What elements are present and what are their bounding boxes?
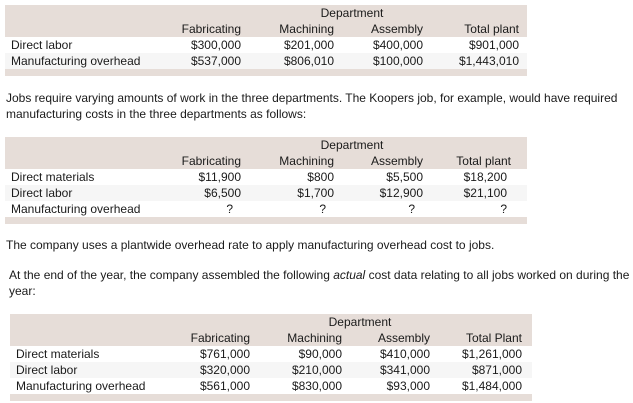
actual-costs-table: Department Fabricating Machining Assembl… <box>10 314 532 401</box>
cell: $561,000 <box>168 378 250 394</box>
cell: $100,000 <box>334 53 423 69</box>
cell: $300,000 <box>157 37 241 53</box>
cell: $901,000 <box>423 37 527 53</box>
cell: ? <box>157 201 241 217</box>
department-group-header: Department <box>157 137 527 153</box>
cell: $410,000 <box>342 346 430 362</box>
cell: $21,100 <box>423 185 527 201</box>
table-row: Direct labor $300,000 $201,000 $400,000 … <box>5 37 527 53</box>
cell: $341,000 <box>342 362 430 378</box>
cell: $830,000 <box>250 378 342 394</box>
cell: $1,443,010 <box>423 53 527 69</box>
row-label: Manufacturing overhead <box>5 201 157 217</box>
cell: $201,000 <box>241 37 334 53</box>
row-label: Direct labor <box>5 37 157 53</box>
cell: $11,900 <box>157 169 241 185</box>
cell: $1,261,000 <box>430 346 532 362</box>
koopers-job-costs-table: Department Fabricating Machining Assembl… <box>5 137 527 224</box>
column-header-assembly: Assembly <box>334 153 423 169</box>
cell: $761,000 <box>168 346 250 362</box>
table-row: Manufacturing overhead ? ? ? ? <box>5 201 527 217</box>
column-header-machining: Machining <box>250 330 342 346</box>
department-group-header: Department <box>168 314 532 330</box>
department-costs-table: Department Fabricating Machining Assembl… <box>5 5 527 76</box>
table-row: Direct materials $11,900 $800 $5,500 $18… <box>5 169 527 185</box>
row-label: Direct materials <box>5 169 157 185</box>
row-label: Direct labor <box>5 185 157 201</box>
row-label: Direct materials <box>10 346 168 362</box>
column-header-total: Total plant <box>423 21 527 37</box>
cell: $6,500 <box>157 185 241 201</box>
table-row: Direct labor $6,500 $1,700 $12,900 $21,1… <box>5 185 527 201</box>
table-row: Direct labor $320,000 $210,000 $341,000 … <box>10 362 532 378</box>
cell: ? <box>241 201 334 217</box>
cell: $210,000 <box>250 362 342 378</box>
row-label: Manufacturing overhead <box>10 378 168 394</box>
cell: $871,000 <box>430 362 532 378</box>
cell: $1,484,000 <box>430 378 532 394</box>
cell: $5,500 <box>334 169 423 185</box>
cell: $18,200 <box>423 169 527 185</box>
cell: $12,900 <box>334 185 423 201</box>
column-header-total: Total Plant <box>430 330 532 346</box>
cell: ? <box>334 201 423 217</box>
emphasis-actual: actual <box>333 268 366 282</box>
column-header-assembly: Assembly <box>334 21 423 37</box>
actual-cost-paragraph: At the end of the year, the company asse… <box>9 268 630 298</box>
column-header-total: Total plant <box>423 153 527 169</box>
cell: $537,000 <box>157 53 241 69</box>
table-row: Direct materials $761,000 $90,000 $410,0… <box>10 346 532 362</box>
cell: $400,000 <box>334 37 423 53</box>
row-label: Manufacturing overhead <box>5 53 157 69</box>
column-header-fabricating: Fabricating <box>168 330 250 346</box>
cell: $93,000 <box>342 378 430 394</box>
koopers-job-paragraph: Jobs require varying amounts of work in … <box>6 91 618 121</box>
cell: $1,700 <box>241 185 334 201</box>
cell: $800 <box>241 169 334 185</box>
department-group-header: Department <box>157 5 527 21</box>
row-label: Direct labor <box>10 362 168 378</box>
cell: ? <box>423 201 527 217</box>
column-header-machining: Machining <box>241 21 334 37</box>
plantwide-rate-paragraph: The company uses a plantwide overhead ra… <box>6 238 495 252</box>
table-row: Manufacturing overhead $561,000 $830,000… <box>10 378 532 394</box>
column-header-assembly: Assembly <box>342 330 430 346</box>
column-header-fabricating: Fabricating <box>157 21 241 37</box>
cell: $90,000 <box>250 346 342 362</box>
cell: $320,000 <box>168 362 250 378</box>
column-header-fabricating: Fabricating <box>157 153 241 169</box>
cell: $806,010 <box>241 53 334 69</box>
column-header-machining: Machining <box>241 153 334 169</box>
table-row: Manufacturing overhead $537,000 $806,010… <box>5 53 527 69</box>
